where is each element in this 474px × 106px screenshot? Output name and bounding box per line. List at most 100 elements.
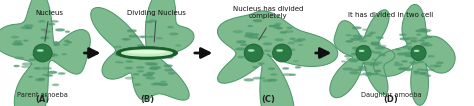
Circle shape <box>295 67 301 68</box>
Circle shape <box>355 50 365 52</box>
Circle shape <box>268 79 276 81</box>
Circle shape <box>249 36 257 38</box>
Circle shape <box>151 84 157 85</box>
Circle shape <box>41 37 49 39</box>
Circle shape <box>248 50 254 51</box>
Circle shape <box>428 56 434 57</box>
Circle shape <box>251 34 259 35</box>
Circle shape <box>62 54 66 55</box>
Circle shape <box>353 35 362 37</box>
Text: (D): (D) <box>383 95 399 104</box>
Circle shape <box>372 59 376 60</box>
Circle shape <box>353 47 362 49</box>
Circle shape <box>268 68 274 69</box>
Circle shape <box>168 27 173 28</box>
Circle shape <box>430 65 438 67</box>
Circle shape <box>405 55 414 57</box>
Circle shape <box>396 49 400 50</box>
Circle shape <box>271 74 277 75</box>
Circle shape <box>260 78 264 79</box>
Circle shape <box>423 31 428 32</box>
Circle shape <box>128 30 136 32</box>
Circle shape <box>407 70 410 71</box>
Circle shape <box>400 34 406 35</box>
Circle shape <box>147 72 154 74</box>
Circle shape <box>343 68 352 70</box>
Circle shape <box>12 43 21 45</box>
Circle shape <box>417 69 422 70</box>
Circle shape <box>275 39 283 41</box>
Circle shape <box>124 53 133 55</box>
Text: Nucleus: Nucleus <box>35 10 64 41</box>
Circle shape <box>404 52 413 54</box>
Circle shape <box>152 63 156 64</box>
Circle shape <box>154 83 161 84</box>
Circle shape <box>46 53 53 55</box>
Circle shape <box>21 27 29 29</box>
Circle shape <box>264 50 271 52</box>
Circle shape <box>421 44 427 45</box>
Circle shape <box>126 67 132 69</box>
Circle shape <box>421 29 431 32</box>
Circle shape <box>346 41 353 42</box>
Circle shape <box>41 29 46 30</box>
Circle shape <box>427 69 434 71</box>
Circle shape <box>156 38 162 39</box>
Circle shape <box>14 43 23 45</box>
Circle shape <box>44 31 50 32</box>
Circle shape <box>150 20 156 22</box>
Circle shape <box>159 84 167 85</box>
Circle shape <box>356 50 365 52</box>
Circle shape <box>410 56 414 57</box>
Circle shape <box>126 61 133 62</box>
Circle shape <box>342 61 346 62</box>
Circle shape <box>358 39 363 40</box>
Circle shape <box>143 74 152 76</box>
Circle shape <box>415 50 419 51</box>
Circle shape <box>125 77 134 79</box>
Circle shape <box>369 33 373 34</box>
Circle shape <box>246 33 253 34</box>
Circle shape <box>176 45 181 46</box>
Circle shape <box>285 31 293 32</box>
Circle shape <box>374 44 381 46</box>
Circle shape <box>353 27 361 29</box>
Circle shape <box>39 46 46 48</box>
Polygon shape <box>0 0 90 106</box>
Circle shape <box>35 68 40 69</box>
Circle shape <box>288 49 295 51</box>
Circle shape <box>359 69 366 70</box>
Circle shape <box>416 56 425 58</box>
Circle shape <box>359 67 366 68</box>
Circle shape <box>67 42 72 43</box>
Circle shape <box>64 44 68 45</box>
Circle shape <box>360 40 366 42</box>
Circle shape <box>169 73 175 74</box>
Ellipse shape <box>116 47 178 59</box>
Circle shape <box>58 73 65 74</box>
Circle shape <box>358 36 365 38</box>
Circle shape <box>137 36 144 38</box>
Circle shape <box>403 68 412 70</box>
Circle shape <box>237 41 246 43</box>
Circle shape <box>420 73 425 75</box>
Circle shape <box>261 36 266 37</box>
Circle shape <box>254 77 261 79</box>
Circle shape <box>352 59 360 61</box>
Circle shape <box>345 55 351 57</box>
Ellipse shape <box>411 45 426 61</box>
Circle shape <box>146 21 152 23</box>
Circle shape <box>11 36 18 38</box>
Circle shape <box>356 69 360 70</box>
Circle shape <box>374 52 382 53</box>
Circle shape <box>14 41 21 42</box>
Circle shape <box>138 71 143 72</box>
Circle shape <box>273 25 280 26</box>
Circle shape <box>375 47 384 49</box>
Circle shape <box>165 69 173 71</box>
Circle shape <box>290 74 295 75</box>
Circle shape <box>29 59 35 60</box>
Circle shape <box>283 68 289 69</box>
Circle shape <box>425 36 432 38</box>
Circle shape <box>293 61 298 62</box>
